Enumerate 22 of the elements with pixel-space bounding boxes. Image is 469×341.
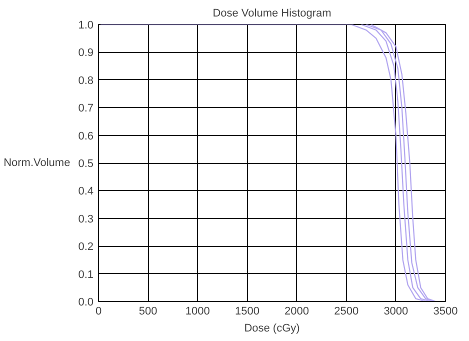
x-tick-label: 2000 xyxy=(284,306,310,318)
x-tick-label: 1000 xyxy=(185,306,210,318)
x-axis-title: Dose (cGy) xyxy=(244,322,300,334)
x-tick-label: 500 xyxy=(138,306,158,318)
x-tick-label: 1500 xyxy=(234,306,260,318)
y-tick-label: 0.9 xyxy=(78,47,94,60)
y-tick-label: 0.3 xyxy=(78,213,94,226)
y-tick-label: 0.0 xyxy=(78,296,94,308)
x-tick-label: 3000 xyxy=(384,306,408,318)
x-tick-label: 0 xyxy=(95,306,102,318)
y-tick-label: 0.8 xyxy=(78,74,94,87)
y-axis-title: Norm.Volume xyxy=(4,157,70,169)
y-tick-label: 0.4 xyxy=(78,186,94,198)
y-tick-label: 0.2 xyxy=(78,241,94,254)
y-tick-label: 0.7 xyxy=(78,102,94,115)
y-tick-label: 1.0 xyxy=(78,20,94,32)
chart-title: Dose Volume Histogram xyxy=(212,8,332,20)
y-tick-label: 0.6 xyxy=(78,130,94,142)
y-tick-label: 0.1 xyxy=(78,268,94,281)
x-tick-label: 3500 xyxy=(433,306,458,318)
y-tick-label: 0.5 xyxy=(78,158,94,170)
x-tick-label: 2500 xyxy=(334,306,359,318)
